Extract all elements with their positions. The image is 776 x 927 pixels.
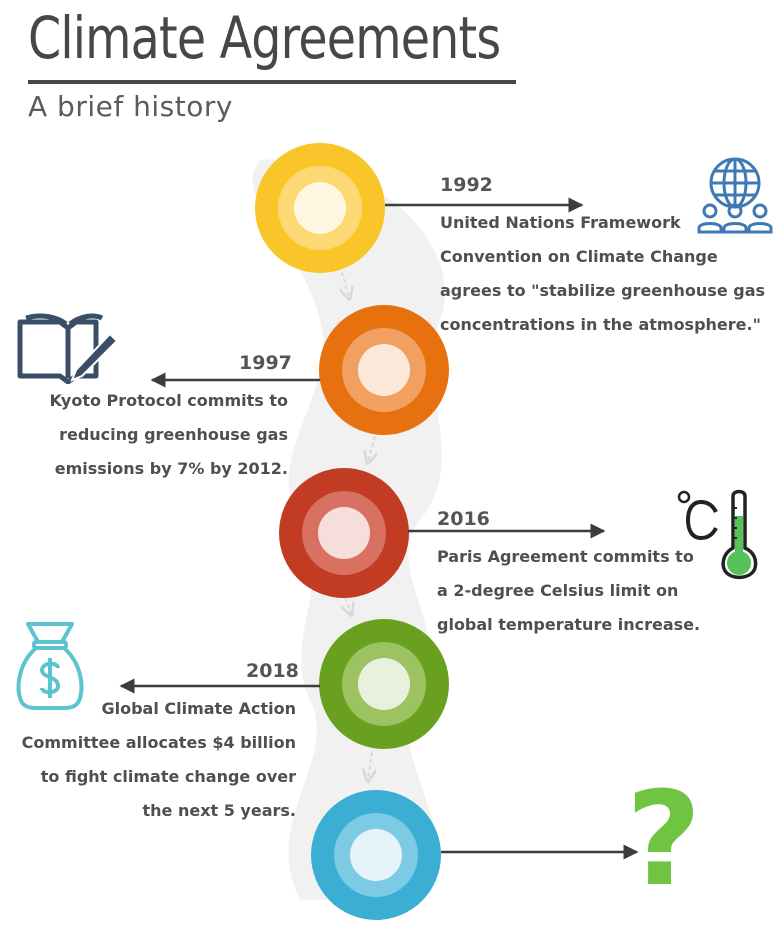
connector-arrow (342, 271, 349, 298)
year-1992: 1992 (440, 174, 493, 196)
desc-line: Global Climate Action (101, 699, 296, 718)
connector-arrow (368, 435, 375, 462)
desc-line: Kyoto Protocol commits to (49, 391, 288, 410)
globe-people-icon (697, 157, 773, 234)
milestone-circle-future (311, 790, 441, 920)
desc-line: Convention on Climate Change (440, 247, 718, 266)
desc-line: emissions by 7% by 2012. (54, 459, 288, 478)
desc-2018: Global Climate Action Committee allocate… (10, 692, 296, 828)
title-underline (28, 80, 516, 84)
desc-1992: United Nations Framework Convention on C… (440, 206, 765, 342)
year-1997: 1997 (239, 352, 292, 374)
page-title: Climate Agreements (28, 4, 501, 72)
desc-line: Paris Agreement commits to (437, 547, 694, 566)
question-mark-icon: ? (626, 763, 702, 915)
milestone-circle-2018 (319, 619, 449, 749)
milestone-circle-2016 (279, 468, 409, 598)
desc-line: Committee allocates $4 billion (21, 733, 296, 752)
money-bag-icon (16, 622, 84, 710)
page-subtitle: A brief history (28, 90, 233, 123)
desc-2016: Paris Agreement commits to a 2-degree Ce… (437, 540, 700, 642)
desc-line: concentrations in the atmosphere." (440, 315, 761, 334)
desc-line: the next 5 years. (142, 801, 296, 820)
connector-arrow (345, 597, 351, 614)
book-pencil-icon (17, 313, 119, 384)
year-2016: 2016 (437, 508, 490, 530)
desc-1997: Kyoto Protocol commits to reducing green… (20, 384, 288, 486)
milestone-circle-1992 (255, 143, 385, 273)
desc-line: United Nations Framework (440, 213, 681, 232)
desc-line: agrees to "stabilize greenhouse gas (440, 281, 766, 300)
desc-line: reducing greenhouse gas (59, 425, 288, 444)
year-2018: 2018 (246, 660, 299, 682)
desc-line: to fight climate change over (40, 767, 296, 786)
milestone-circle-1997 (319, 305, 449, 435)
desc-line: a 2-degree Celsius limit on (437, 581, 679, 600)
thermometer-celsius-icon (677, 489, 758, 580)
connector-arrow (368, 751, 372, 780)
desc-line: global temperature increase. (437, 615, 701, 634)
